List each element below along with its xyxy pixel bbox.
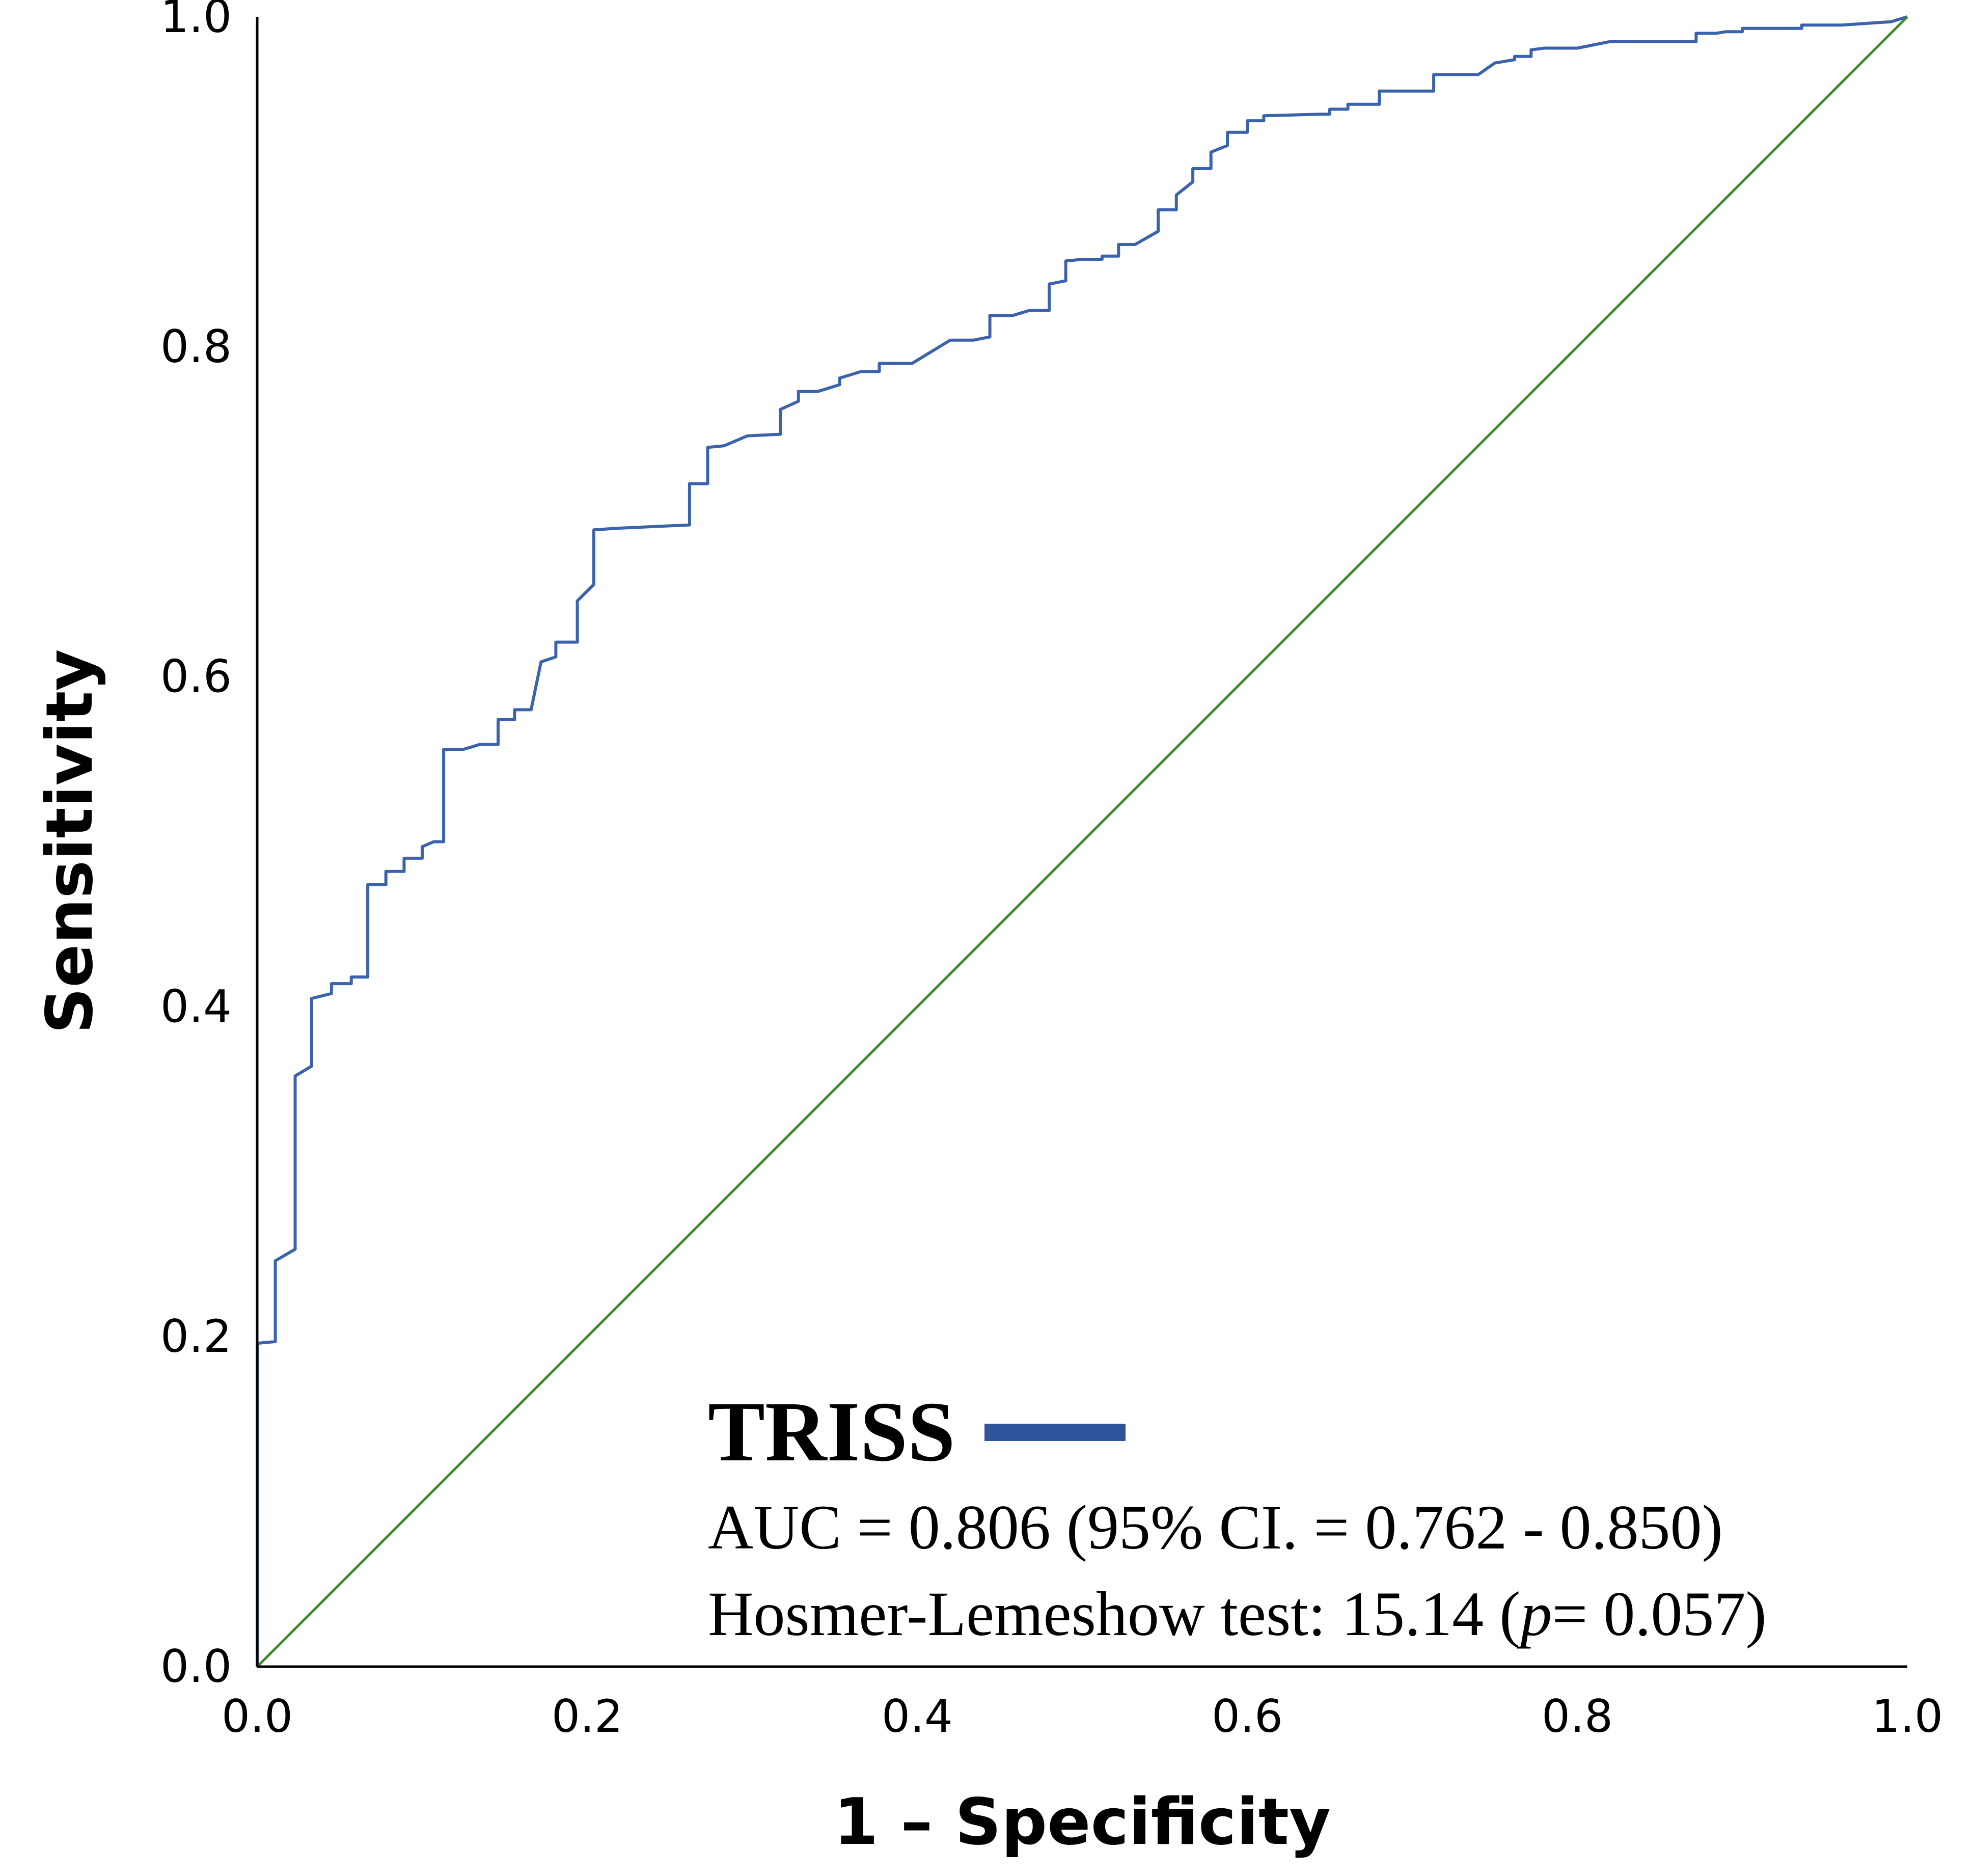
legend-series-name: TRISS [708, 1384, 955, 1479]
x-axis-title: 1 – Specificity [834, 1784, 1331, 1859]
series-layer [256, 15, 1908, 1668]
y-axis-title: Sensitivity [32, 649, 107, 1034]
legend: TRISS AUC = 0.806 (95% CI. = 0.762 - 0.8… [708, 1384, 1767, 1649]
x-tick-label: 0.6 [1212, 1690, 1283, 1743]
p-symbol: p [1516, 1579, 1552, 1649]
x-tick-label: 0.2 [552, 1690, 623, 1743]
hosmer-lemeshow-text: Hosmer-Lemeshow test: 15.14 (p= 0.057) [708, 1579, 1767, 1649]
y-tick-label: 1.0 [160, 0, 232, 43]
x-tick-label: 0.4 [882, 1690, 953, 1743]
y-tick-label: 0.8 [160, 320, 232, 373]
hosmer-lemeshow-label: Hosmer-Lemeshow test: 15.14 ( [708, 1579, 1520, 1649]
hosmer-lemeshow-value: = 0.057) [1552, 1579, 1766, 1649]
auc-text: AUC = 0.806 (95% CI. = 0.762 - 0.850) [708, 1492, 1723, 1562]
roc-curve-triss [256, 15, 1908, 1667]
y-tick-label: 0.2 [160, 1310, 232, 1363]
x-tick-label: 0.8 [1542, 1690, 1613, 1743]
reference-diagonal-line [256, 16, 1908, 1668]
x-tick-label: 0.0 [222, 1690, 293, 1743]
y-tick-label: 0.0 [160, 1640, 232, 1693]
x-tick-label: 1.0 [1872, 1690, 1943, 1743]
y-tick-label: 0.4 [160, 980, 232, 1032]
tick-labels: 0.0 0.2 0.4 0.6 0.8 1.0 0.0 0.2 0.4 0.6 0.8 1.0 [160, 0, 1943, 1743]
y-tick-label: 0.6 [160, 650, 232, 703]
